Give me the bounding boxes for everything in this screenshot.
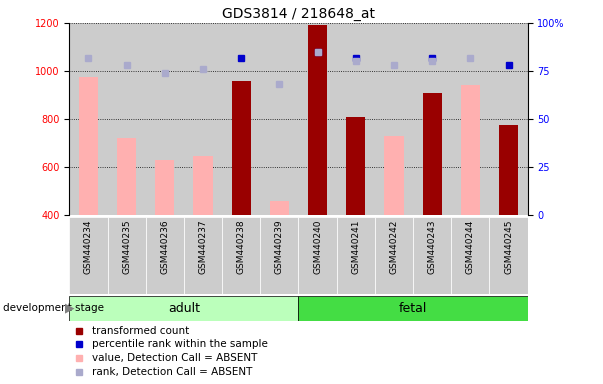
Bar — [260, 23, 298, 215]
Text: GSM440244: GSM440244 — [466, 219, 475, 274]
Bar — [298, 296, 528, 321]
Bar — [222, 217, 260, 294]
Bar — [117, 138, 136, 215]
Bar — [270, 200, 289, 215]
Bar — [298, 217, 336, 294]
Bar — [146, 23, 184, 215]
Bar — [499, 125, 518, 215]
Text: transformed count: transformed count — [92, 326, 189, 336]
Text: GSM440234: GSM440234 — [84, 219, 93, 274]
Bar — [336, 217, 375, 294]
Bar — [375, 23, 413, 215]
Bar — [184, 217, 222, 294]
Bar — [308, 25, 327, 215]
Text: GSM440240: GSM440240 — [313, 219, 322, 274]
Bar — [69, 296, 298, 321]
Title: GDS3814 / 218648_at: GDS3814 / 218648_at — [222, 7, 375, 21]
Bar — [461, 86, 480, 215]
Text: GSM440241: GSM440241 — [352, 219, 360, 274]
Bar — [346, 117, 365, 215]
Bar — [375, 217, 413, 294]
Text: GSM440242: GSM440242 — [390, 219, 399, 274]
Bar — [490, 23, 528, 215]
Text: adult: adult — [168, 302, 200, 314]
Text: GSM440237: GSM440237 — [198, 219, 207, 274]
Text: GSM440238: GSM440238 — [237, 219, 245, 274]
Bar — [451, 217, 490, 294]
Text: percentile rank within the sample: percentile rank within the sample — [92, 339, 268, 349]
Bar — [490, 217, 528, 294]
Bar — [413, 217, 451, 294]
Bar — [69, 217, 107, 294]
Text: GSM440245: GSM440245 — [504, 219, 513, 274]
Bar — [385, 136, 403, 215]
Bar — [79, 77, 98, 215]
Text: development stage: development stage — [3, 303, 104, 313]
Text: GSM440243: GSM440243 — [428, 219, 437, 274]
Text: GSM440239: GSM440239 — [275, 219, 284, 274]
Bar — [260, 217, 298, 294]
Bar — [69, 23, 107, 215]
Bar — [184, 23, 222, 215]
Text: fetal: fetal — [399, 302, 428, 314]
Bar — [107, 217, 146, 294]
Bar — [451, 23, 490, 215]
Bar — [413, 23, 451, 215]
Bar — [336, 23, 375, 215]
Bar — [222, 23, 260, 215]
Bar — [155, 160, 174, 215]
Text: rank, Detection Call = ABSENT: rank, Detection Call = ABSENT — [92, 367, 253, 377]
Bar — [298, 23, 336, 215]
Text: GSM440235: GSM440235 — [122, 219, 131, 274]
Text: ▶: ▶ — [65, 302, 75, 314]
Bar — [194, 156, 212, 215]
Bar — [232, 81, 251, 215]
Bar — [423, 93, 441, 215]
Bar — [107, 23, 146, 215]
Text: value, Detection Call = ABSENT: value, Detection Call = ABSENT — [92, 353, 257, 362]
Bar — [146, 217, 184, 294]
Text: GSM440236: GSM440236 — [160, 219, 169, 274]
